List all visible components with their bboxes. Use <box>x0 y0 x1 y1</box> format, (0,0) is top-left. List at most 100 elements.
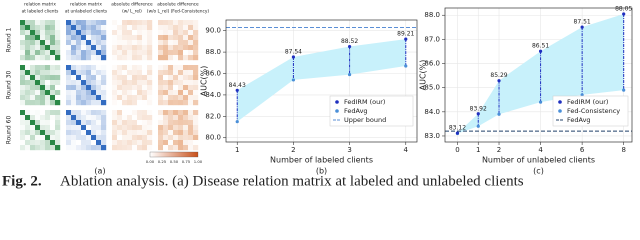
heatmap-cell <box>122 130 128 136</box>
heatmap-cell <box>40 65 46 71</box>
heatmap-cell <box>76 130 82 136</box>
heatmap-cell <box>30 140 36 146</box>
heatmap-cell <box>132 140 138 146</box>
heatmap-cell <box>30 90 36 96</box>
heatmap-cell <box>20 115 26 121</box>
heatmap-cell <box>81 40 87 46</box>
heatmap-cell <box>71 75 77 81</box>
heatmap-cell <box>137 130 143 136</box>
heatmap-cell <box>71 65 77 71</box>
heatmap-cell <box>173 25 179 31</box>
heatmap-cell <box>173 130 179 136</box>
heatmap-cell <box>117 75 123 81</box>
heatmap-cell <box>20 40 26 46</box>
heatmap-cell <box>127 45 133 51</box>
heatmap-cell <box>158 135 164 141</box>
heatmap-cell <box>66 35 72 41</box>
heatmap-cell <box>158 65 164 71</box>
heatmap-cell <box>35 30 41 36</box>
heatmap-cell <box>45 80 51 86</box>
heatmap-cell <box>142 95 148 101</box>
heatmap-cell <box>173 35 179 41</box>
heatmap-cell <box>193 135 199 141</box>
heatmap-cell <box>40 70 46 76</box>
heatmap-cell <box>40 45 46 51</box>
heatmap-cell <box>71 115 77 121</box>
heatmap-cell <box>71 95 77 101</box>
heatmap-cell <box>178 130 184 136</box>
heatmap-cell <box>30 85 36 91</box>
point <box>291 78 296 82</box>
heatmap-cell <box>193 25 199 31</box>
heatmap-cell <box>158 30 164 36</box>
x-axis-label: Number of labeled clients <box>270 156 373 165</box>
x-tick-label: 1 <box>235 146 239 154</box>
heatmap-cell <box>183 125 189 131</box>
heatmap-cell <box>81 20 87 26</box>
heatmap-cell <box>45 85 51 91</box>
heatmap-cell <box>96 40 102 46</box>
heatmap-cell <box>25 110 31 116</box>
heatmap-cell <box>147 115 153 121</box>
heatmap-cell <box>101 140 107 146</box>
heatmap-cell <box>122 125 128 131</box>
heatmap-cell <box>142 110 148 116</box>
heatmap-cell <box>117 55 123 61</box>
heatmap-cell <box>183 55 189 61</box>
heatmap-cell <box>55 130 61 136</box>
heatmap-cell <box>91 85 97 91</box>
heatmap-cell <box>101 30 107 36</box>
heatmap-cell <box>30 30 36 36</box>
heatmap-cell <box>81 130 87 136</box>
heatmap-cell <box>163 110 169 116</box>
heatmap-cell <box>188 20 194 26</box>
heatmap-cell <box>40 40 46 46</box>
heatmap-cell <box>147 85 153 91</box>
heatmap-cell <box>188 145 194 151</box>
row-label: Round 30 <box>6 71 13 100</box>
heatmap-cell <box>35 85 41 91</box>
heatmap-cell <box>101 95 107 101</box>
heatmap-cell <box>86 80 92 86</box>
heatmap-cell <box>168 55 174 61</box>
heatmap-cell <box>50 95 56 101</box>
heatmap-cell <box>101 70 107 76</box>
heatmap-cell <box>132 90 138 96</box>
legend-marker <box>558 100 562 104</box>
heatmap-cell <box>81 100 87 106</box>
heatmap-cell <box>45 65 51 71</box>
heatmap-cell <box>96 35 102 41</box>
heatmap-cell <box>81 125 87 131</box>
heatmap-cell <box>173 90 179 96</box>
heatmap-cell <box>188 135 194 141</box>
heatmap-cell <box>147 20 153 26</box>
heatmap-cell <box>30 135 36 141</box>
heatmap-cell <box>86 55 92 61</box>
heatmap-cell <box>91 110 97 116</box>
heatmap-cell <box>40 145 46 151</box>
heatmap-cell <box>163 90 169 96</box>
heatmap-cell <box>158 110 164 116</box>
heatmap-cell <box>173 115 179 121</box>
heatmap-cell <box>127 90 133 96</box>
heatmap-cell <box>178 120 184 126</box>
heatmap-cell <box>55 65 61 71</box>
value-label: 83.12 <box>449 125 466 132</box>
heatmap-cell <box>173 145 179 151</box>
heatmap-cell <box>147 140 153 146</box>
y-tick-label: 87.0 <box>424 35 440 43</box>
heatmap-cell <box>163 85 169 91</box>
y-tick-label: 86.0 <box>205 70 221 78</box>
heatmap-cell <box>188 80 194 86</box>
heatmap-cell <box>188 25 194 31</box>
heatmap-cell <box>66 125 72 131</box>
heatmap-cell <box>55 85 61 91</box>
heatmap-cell <box>50 140 56 146</box>
y-axis-label: AUC(%) <box>200 66 209 97</box>
heatmap-cell <box>137 50 143 56</box>
heatmap-cell <box>101 110 107 116</box>
x-tick-label: 8 <box>621 146 625 154</box>
heatmap-cell <box>76 120 82 126</box>
heatmap-cell <box>142 145 148 151</box>
heatmap-cell <box>96 130 102 136</box>
